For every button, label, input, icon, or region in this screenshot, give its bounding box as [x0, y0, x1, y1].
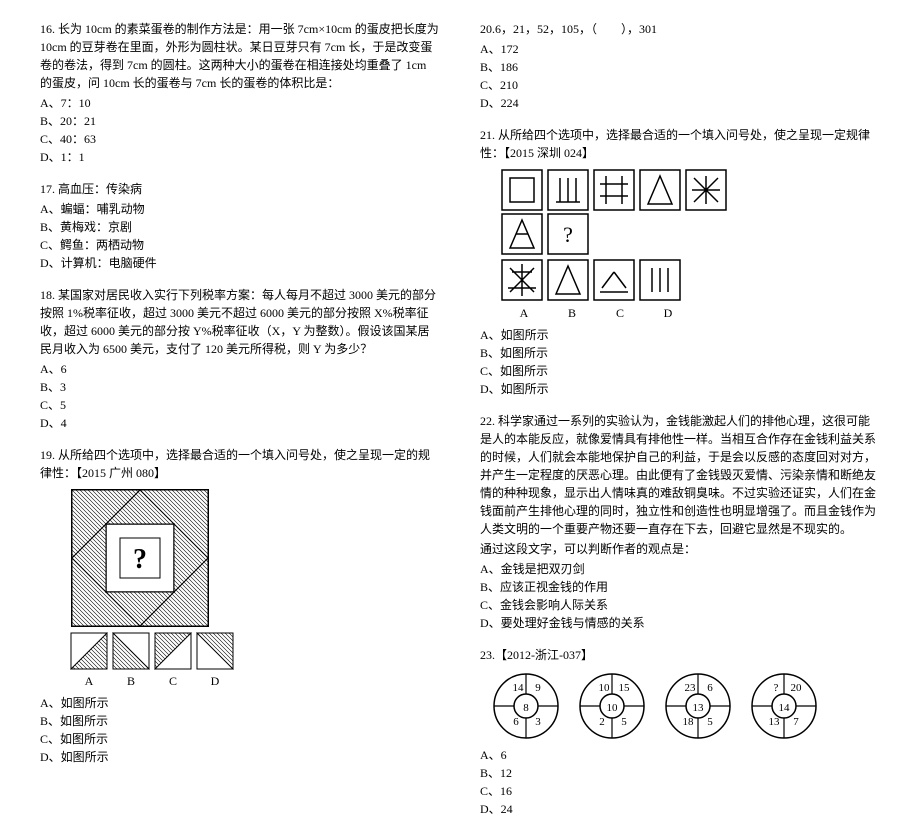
question-16: 16. 长为 10cm 的素菜蛋卷的制作方法是：用一张 7cm×10cm 的蛋皮…: [40, 20, 440, 166]
q17-opt-d: D、计算机：电脑硬件: [40, 254, 440, 272]
svg-text:?: ?: [563, 222, 573, 247]
q22-sub: 通过这段文字，可以判断作者的观点是：: [480, 540, 880, 558]
q19-opt-b: B、如图所示: [40, 712, 440, 730]
question-18: 18. 某国家对居民收入实行下列税率方案：每人每月不超过 3000 美元的部分按…: [40, 286, 440, 432]
circle-item: 23 6 13 5 18: [664, 672, 732, 740]
q21-label-c: C: [598, 304, 642, 322]
question-22: 22. 科学家通过一系列的实验认为，金钱能激起人们的排他心理，这很可能是人的本能…: [480, 412, 880, 632]
q16-opt-b: B、20：21: [40, 112, 440, 130]
q21-label-d: D: [646, 304, 690, 322]
left-column: 16. 长为 10cm 的素菜蛋卷的制作方法是：用一张 7cm×10cm 的蛋皮…: [40, 20, 440, 631]
q22-opt-a: A、金钱是把双刃剑: [480, 560, 880, 578]
q19-label-b: B: [112, 672, 150, 690]
question-21: 21. 从所给四个选项中，选择最合适的一个填入问号处，使之呈现一定规律性：【20…: [480, 126, 880, 398]
q20-opt-d: D、224: [480, 94, 880, 112]
q23-opt-a: A、6: [480, 746, 880, 764]
q21-label-a: A: [502, 304, 546, 322]
q22-text: 22. 科学家通过一系列的实验认为，金钱能激起人们的排他心理，这很可能是人的本能…: [480, 412, 880, 538]
q21-figure: ? A B C D: [500, 168, 880, 322]
q17-opt-c: C、鳄鱼：两栖动物: [40, 236, 440, 254]
q21-label-b: B: [550, 304, 594, 322]
q16-opt-c: C、40：63: [40, 130, 440, 148]
q16-text: 16. 长为 10cm 的素菜蛋卷的制作方法是：用一张 7cm×10cm 的蛋皮…: [40, 20, 440, 92]
circle-item: ? 20 14 7 13: [750, 672, 818, 740]
q21-text: 21. 从所给四个选项中，选择最合适的一个填入问号处，使之呈现一定规律性：【20…: [480, 126, 880, 162]
q16-opt-a: A、7：10: [40, 94, 440, 112]
svg-text:?: ?: [133, 544, 147, 575]
q18-opt-a: A、6: [40, 360, 440, 378]
q23-opt-d: D、24: [480, 800, 880, 818]
q18-opt-c: C、5: [40, 396, 440, 414]
q19-figure: ? A B C D: [70, 488, 440, 690]
q19-opt-a: A、如图所示: [40, 694, 440, 712]
q23-text: 23.【2012-浙江-037】: [480, 646, 880, 664]
question-23: 23.【2012-浙江-037】 14 9 8 3 6 10 15 10 5 2…: [480, 646, 880, 818]
circle-item: 14 9 8 3 6: [492, 672, 560, 740]
q23-opt-b: B、12: [480, 764, 880, 782]
q17-text: 17. 高血压：传染病: [40, 180, 440, 198]
q23-opt-c: C、16: [480, 782, 880, 800]
q19-opt-d: D、如图所示: [40, 748, 440, 766]
q20-opt-c: C、210: [480, 76, 880, 94]
q18-opt-d: D、4: [40, 414, 440, 432]
circle-item: 10 15 10 5 2: [578, 672, 646, 740]
q23-figure: 14 9 8 3 6 10 15 10 5 2 23 6 13 5 18 ? 2…: [492, 672, 880, 740]
q19-label-d: D: [196, 672, 234, 690]
q18-opt-b: B、3: [40, 378, 440, 396]
question-19: 19. 从所给四个选项中，选择最合适的一个填入问号处，使之呈现一定的规律性：【2…: [40, 446, 440, 766]
q19-text: 19. 从所给四个选项中，选择最合适的一个填入问号处，使之呈现一定的规律性：【2…: [40, 446, 440, 482]
q22-opt-d: D、要处理好金钱与情感的关系: [480, 614, 880, 632]
q18-text: 18. 某国家对居民收入实行下列税率方案：每人每月不超过 3000 美元的部分按…: [40, 286, 440, 358]
q19-opt-c: C、如图所示: [40, 730, 440, 748]
q21-opt-c: C、如图所示: [480, 362, 880, 380]
q19-label-a: A: [70, 672, 108, 690]
q16-opt-d: D、1：1: [40, 148, 440, 166]
q20-opt-a: A、172: [480, 40, 880, 58]
q17-opt-a: A、蝙蝠：哺乳动物: [40, 200, 440, 218]
q20-text: 20.6，21，52，105，（ ），301: [480, 20, 880, 38]
question-20: 20.6，21，52，105，（ ），301 A、172 B、186 C、210…: [480, 20, 880, 112]
q21-opt-b: B、如图所示: [480, 344, 880, 362]
q20-opt-b: B、186: [480, 58, 880, 76]
q22-opt-c: C、金钱会影响人际关系: [480, 596, 880, 614]
right-column: 20.6，21，52，105，（ ），301 A、172 B、186 C、210…: [480, 20, 880, 631]
q21-opt-a: A、如图所示: [480, 326, 880, 344]
q22-opt-b: B、应该正视金钱的作用: [480, 578, 880, 596]
q17-opt-b: B、黄梅戏：京剧: [40, 218, 440, 236]
question-17: 17. 高血压：传染病 A、蝙蝠：哺乳动物 B、黄梅戏：京剧 C、鳄鱼：两栖动物…: [40, 180, 440, 272]
q21-opt-d: D、如图所示: [480, 380, 880, 398]
q19-label-c: C: [154, 672, 192, 690]
